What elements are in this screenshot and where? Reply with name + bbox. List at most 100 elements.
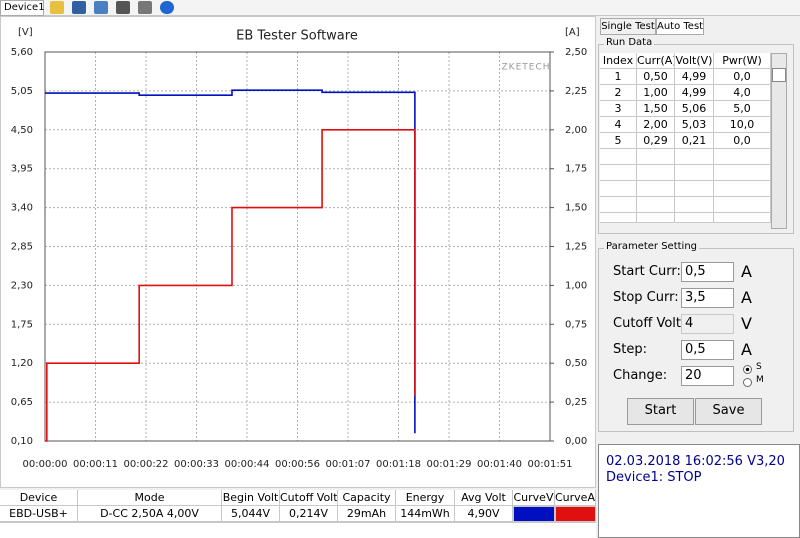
table-header: Begin Volt bbox=[222, 490, 280, 506]
scroll-thumb[interactable] bbox=[772, 68, 786, 82]
table-empty-cell bbox=[714, 181, 771, 197]
device-tab[interactable]: Device1 bbox=[0, 0, 45, 16]
curve-swatch bbox=[555, 506, 596, 522]
table-header: CurveV bbox=[513, 490, 555, 506]
status-box bbox=[598, 444, 800, 538]
y2-tick-label: 0,00 bbox=[565, 436, 587, 447]
table-cell: 1,00 bbox=[637, 85, 675, 101]
tool-icon[interactable] bbox=[94, 1, 108, 14]
field-value[interactable]: 0,5 bbox=[681, 262, 734, 282]
table-header: Volt(V) bbox=[675, 53, 714, 69]
table-header: Mode bbox=[78, 490, 222, 506]
table-cell: EBD-USB+ bbox=[0, 506, 78, 522]
table-empty-cell bbox=[714, 197, 771, 213]
field-unit: V bbox=[741, 314, 752, 333]
table-empty-cell bbox=[675, 213, 714, 223]
table-cell: 5,0 bbox=[714, 101, 771, 117]
table-empty-cell bbox=[637, 213, 675, 223]
y2-tick-label: 1,50 bbox=[565, 203, 587, 214]
button[interactable]: Save bbox=[695, 398, 762, 425]
table-cell: 0,21 bbox=[675, 133, 714, 149]
table-header: Curr(A) bbox=[637, 53, 675, 69]
radio-button[interactable] bbox=[743, 365, 752, 374]
table-empty-cell bbox=[637, 149, 675, 165]
y-axis-label: [V] bbox=[18, 27, 33, 38]
table-empty-cell bbox=[637, 165, 675, 181]
y2-tick-label: 0,75 bbox=[565, 319, 587, 330]
table-empty-cell bbox=[600, 197, 637, 213]
tab[interactable]: Single Test bbox=[600, 18, 656, 35]
radio-button[interactable] bbox=[743, 378, 752, 387]
field-value[interactable]: 20 bbox=[681, 366, 734, 386]
chart-title: EB Tester Software bbox=[236, 29, 358, 44]
x-tick-label: 00:00:33 bbox=[174, 459, 219, 470]
table-cell: 5,03 bbox=[675, 117, 714, 133]
table-empty-cell bbox=[637, 181, 675, 197]
x-tick-label: 00:01:18 bbox=[376, 459, 421, 470]
table-cell: 4,90V bbox=[455, 506, 513, 522]
table-cell: 0,0 bbox=[714, 133, 771, 149]
table-cell: 5,044V bbox=[222, 506, 280, 522]
y2-tick-label: 2,50 bbox=[565, 47, 587, 58]
table-cell: 0,214V bbox=[280, 506, 338, 522]
radio-label: M bbox=[756, 375, 764, 385]
tool-icon[interactable] bbox=[50, 1, 64, 14]
table-empty-cell bbox=[675, 197, 714, 213]
table-header: Avg Volt bbox=[455, 490, 513, 506]
field-unit: A bbox=[741, 340, 752, 359]
data-line bbox=[45, 129, 416, 442]
status-line: Device1: STOP bbox=[606, 470, 702, 485]
table-empty-cell bbox=[714, 165, 771, 181]
group-title: Run Data bbox=[604, 37, 655, 48]
radio-label: S bbox=[756, 362, 762, 372]
table-cell: 4,99 bbox=[675, 69, 714, 85]
field-label: Change: bbox=[613, 368, 668, 383]
table-cell: 2,00 bbox=[637, 117, 675, 133]
y-tick-label: 1,75 bbox=[11, 319, 33, 330]
field-label: Start Curr: bbox=[613, 264, 681, 279]
table-empty-cell bbox=[675, 165, 714, 181]
field-value[interactable]: 4 bbox=[681, 314, 734, 334]
watermark: ZKETECH bbox=[502, 63, 551, 73]
data-line bbox=[45, 89, 416, 434]
table-empty-cell bbox=[637, 197, 675, 213]
table-cell: 144mWh bbox=[396, 506, 455, 522]
scrollbar[interactable] bbox=[771, 53, 787, 229]
table-header: Device bbox=[0, 490, 78, 506]
x-tick-label: 00:01:40 bbox=[477, 459, 522, 470]
button[interactable]: Start bbox=[627, 398, 694, 425]
table-cell: 0,0 bbox=[714, 69, 771, 85]
table-empty-cell bbox=[600, 213, 637, 223]
x-tick-label: 00:01:29 bbox=[427, 459, 472, 470]
table-cell: 10,0 bbox=[714, 117, 771, 133]
y2-axis-label: [A] bbox=[565, 27, 580, 38]
table-header: Capacity bbox=[338, 490, 396, 506]
x-tick-label: 00:00:22 bbox=[124, 459, 169, 470]
y2-tick-label: 2,25 bbox=[565, 86, 587, 97]
x-tick-label: 00:00:11 bbox=[73, 459, 118, 470]
table-empty-cell bbox=[675, 181, 714, 197]
y-tick-label: 0,10 bbox=[11, 436, 33, 447]
y2-tick-label: 1,00 bbox=[565, 280, 587, 291]
x-tick-label: 00:00:44 bbox=[225, 459, 270, 470]
table-cell: D-CC 2,50A 4,00V bbox=[78, 506, 222, 522]
tool-icon[interactable] bbox=[72, 1, 86, 14]
tool-icon[interactable] bbox=[160, 1, 174, 14]
group-title: Parameter Setting bbox=[604, 241, 700, 252]
y-tick-label: 0,65 bbox=[11, 397, 33, 408]
table-header: Pwr(W) bbox=[714, 53, 771, 69]
table-cell: 4 bbox=[600, 117, 637, 133]
table-empty-cell bbox=[600, 165, 637, 181]
tab[interactable]: Auto Test bbox=[656, 18, 704, 35]
table-empty-cell bbox=[714, 149, 771, 165]
table-header: Index bbox=[600, 53, 637, 69]
y2-tick-label: 0,50 bbox=[565, 358, 587, 369]
tool-icon[interactable] bbox=[116, 1, 130, 14]
y-tick-label: 2,85 bbox=[11, 242, 33, 253]
field-label: Step: bbox=[613, 342, 647, 357]
y-tick-label: 3,95 bbox=[11, 164, 33, 175]
tool-icon[interactable] bbox=[138, 1, 152, 14]
field-value[interactable]: 3,5 bbox=[681, 288, 734, 308]
field-value[interactable]: 0,5 bbox=[681, 340, 734, 360]
